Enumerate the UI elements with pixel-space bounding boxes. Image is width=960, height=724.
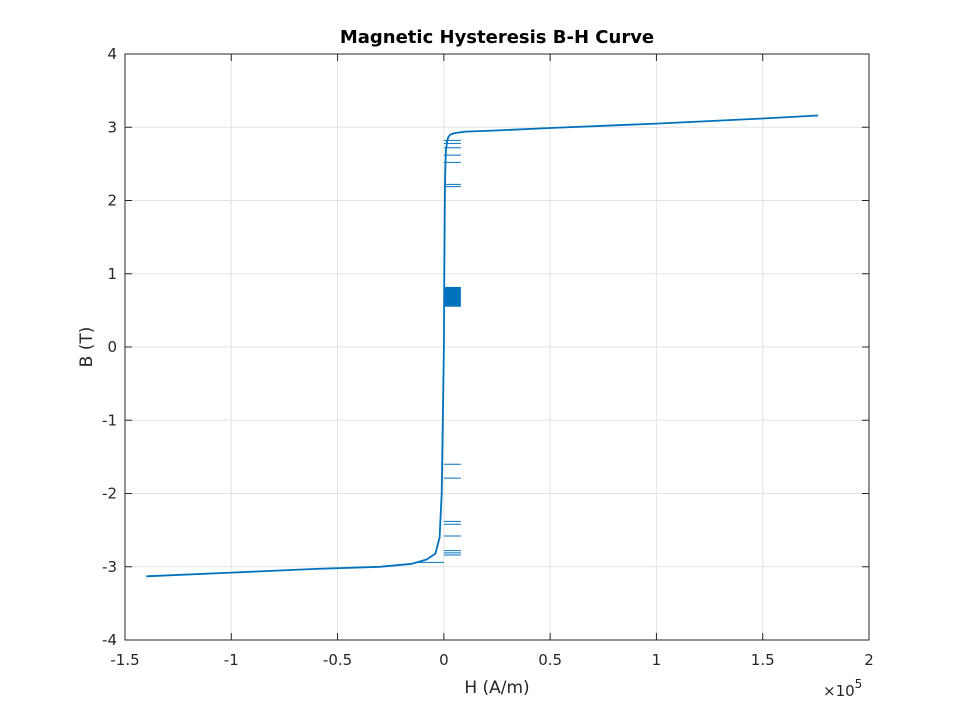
y-axis-label: B (T) (77, 327, 97, 368)
x-tick-label: 1 (652, 651, 662, 669)
x-tick-label: -0.5 (323, 651, 352, 669)
data-layer (146, 114, 819, 578)
x-axis-label: H (A/m) (464, 678, 529, 698)
x-tick-label: -1.5 (110, 651, 139, 669)
y-tick-label: 4 (107, 45, 117, 63)
x-tick-label: 1.5 (751, 651, 775, 669)
y-tick-label: -1 (102, 411, 117, 429)
x-exponent-power: 5 (855, 677, 863, 691)
ticks: -1.5 -1 -0.5 0 0.5 1 1.5 2 -4 -3 -2 -1 0 1 2 3 4 (102, 45, 874, 669)
y-tick-label: -3 (102, 558, 117, 576)
chart-title: Magnetic Hysteresis B-H Curve (340, 27, 654, 48)
x-tick-label: 0 (439, 651, 449, 669)
x-exponent-base: ×10 (823, 682, 855, 700)
x-tick-label: 2 (864, 651, 874, 669)
dense-transient-block (443, 286, 461, 307)
x-tick-label: 0.5 (538, 651, 562, 669)
y-tick-label: 2 (107, 192, 117, 210)
y-tick-label: 1 (107, 265, 117, 283)
y-tick-label: -2 (102, 485, 117, 503)
x-tick-label: -1 (224, 651, 239, 669)
x-exponent: ×105 (823, 677, 862, 700)
y-tick-label: -4 (102, 631, 117, 649)
y-tick-label: 0 (107, 338, 117, 356)
y-tick-label: 3 (107, 118, 117, 136)
bh-curve (146, 114, 819, 578)
